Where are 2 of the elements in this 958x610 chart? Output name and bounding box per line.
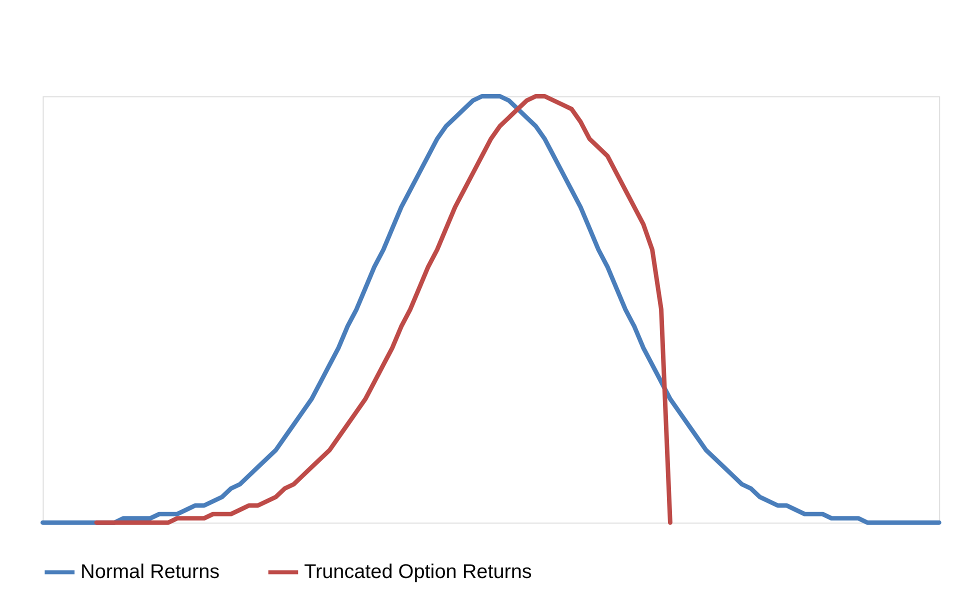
legend-label: Truncated Option Returns: [304, 561, 532, 584]
legend-label: Normal Returns: [80, 561, 220, 584]
